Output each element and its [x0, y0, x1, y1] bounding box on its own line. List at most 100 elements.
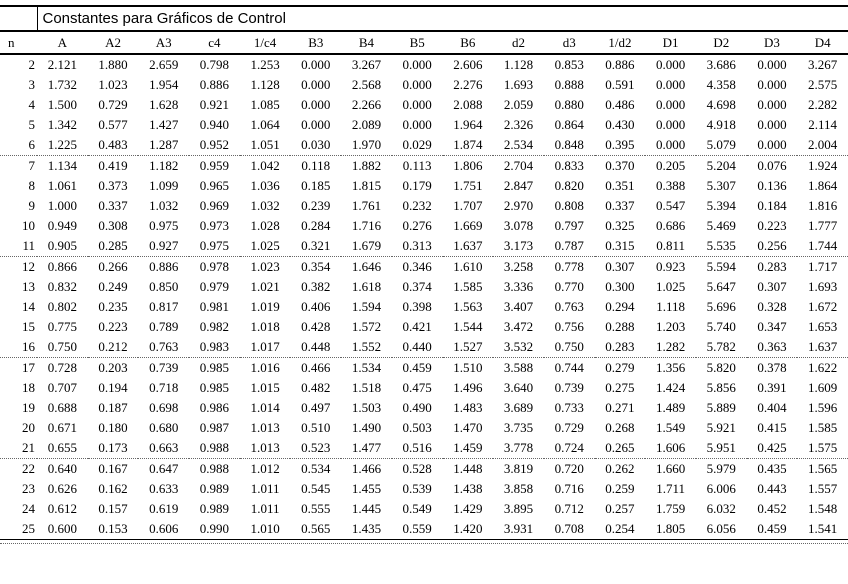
cell-B4: 1.572 — [351, 319, 382, 334]
cell-B5: 0.459 — [391, 357, 443, 378]
cell-A3: 0.633 — [149, 481, 179, 496]
table-row: 11 0.905 0.285 0.927 0.975 1.025 0.321 1.679 0.3… — [0, 236, 848, 257]
cell-d2: 3.588 — [493, 357, 544, 378]
cell-D2: 5.979 — [695, 458, 747, 479]
cell-1-c4: 1.051 — [250, 137, 280, 152]
cell-A2: 0.153 — [98, 521, 128, 536]
cell-D2: 5.951 — [706, 440, 736, 455]
cell-d3: 0.744 — [543, 357, 595, 378]
cell-c4: 0.988 — [199, 440, 230, 455]
cell-n: 12 — [0, 256, 37, 277]
table-row: 7 1.134 0.419 1.182 0.959 1.042 0.118 1.882 0.11… — [0, 155, 848, 176]
cell-c4: 0.921 — [199, 97, 230, 112]
cell-1-d2: 0.370 — [594, 155, 646, 176]
cell-c4: 0.989 — [199, 481, 230, 496]
cell-D1: 1.606 — [655, 440, 686, 455]
cell-A2: 0.285 — [98, 238, 128, 253]
column-header-d3: d3 — [543, 31, 595, 55]
cell-D2: 5.647 — [706, 279, 736, 294]
cell-D4: 1.585 — [808, 420, 838, 435]
cell-B3: 0.406 — [301, 299, 331, 314]
cell-B4: 1.618 — [351, 279, 382, 294]
cell-B5: 0.539 — [402, 481, 432, 496]
cell-D4: 1.557 — [808, 481, 838, 496]
cell-1-d2: 0.395 — [605, 137, 635, 152]
column-header-A3: A3 — [138, 31, 190, 55]
cell-B4: 1.534 — [341, 357, 392, 378]
cell-d2: 3.689 — [503, 400, 534, 415]
cell-A: 0.612 — [47, 501, 77, 516]
cell-D4: 1.653 — [808, 319, 838, 334]
cell-B6: 1.527 — [453, 339, 483, 354]
cell-B5: 0.000 — [402, 97, 432, 112]
cell-1-d2: 0.254 — [605, 521, 635, 536]
cell-D2: 5.889 — [706, 400, 736, 415]
cell-A2: 0.577 — [98, 117, 128, 132]
column-header-1-c4: 1/c4 — [239, 31, 291, 55]
title-spacer-cell — [0, 6, 38, 32]
cell-D1: 1.805 — [655, 521, 686, 536]
cell-D1: 0.000 — [655, 137, 686, 152]
cell-d2: 2.704 — [493, 155, 544, 176]
cell-1-c4: 1.015 — [250, 380, 280, 395]
cell-B3: 0.534 — [290, 458, 342, 479]
cell-D3: 0.347 — [757, 319, 787, 334]
cell-D3: 0.443 — [757, 481, 787, 496]
cell-D1: 0.547 — [655, 198, 686, 213]
column-header-d2: d2 — [493, 31, 544, 55]
table-row: 9 1.000 0.337 1.032 0.969 1.032 0.239 1.761 0.23… — [0, 196, 848, 216]
cell-D3: 0.378 — [746, 357, 798, 378]
cell-1-c4: 1.028 — [250, 218, 280, 233]
cell-A3: 1.954 — [149, 77, 179, 92]
cell-B3: 0.118 — [290, 155, 342, 176]
cell-A: 1.342 — [47, 117, 77, 132]
cell-D1: 1.424 — [655, 380, 686, 395]
cell-B4: 1.970 — [351, 137, 382, 152]
cell-B6: 1.429 — [453, 501, 483, 516]
cell-d2: 3.931 — [503, 521, 534, 536]
cell-B3: 0.482 — [301, 380, 331, 395]
cell-c4: 0.886 — [199, 77, 230, 92]
column-header-B5: B5 — [391, 31, 443, 55]
table-row: 23 0.626 0.162 0.633 0.989 1.011 0.545 1.455 0.5… — [0, 479, 848, 499]
cell-B4: 1.761 — [351, 198, 382, 213]
cell-1-d2: 0.265 — [605, 440, 635, 455]
cell-B6: 1.669 — [453, 218, 483, 233]
cell-B6: 1.420 — [453, 521, 483, 536]
cell-D1: 0.686 — [655, 218, 686, 233]
table-row: 15 0.775 0.223 0.789 0.982 1.018 0.428 1.572 0.4… — [0, 317, 848, 337]
cell-A2: 1.880 — [98, 57, 128, 72]
cell-A2: 0.203 — [87, 357, 139, 378]
cell-B5: 0.276 — [402, 218, 432, 233]
cell-D4: 2.114 — [808, 117, 838, 132]
cell-B4: 2.266 — [351, 97, 382, 112]
title-row: Constantes para Gráficos de Control — [0, 6, 848, 32]
cell-B6: 1.874 — [453, 137, 483, 152]
cell-A2: 0.223 — [98, 319, 128, 334]
cell-A3: 1.628 — [149, 97, 179, 112]
cell-D1: 0.205 — [645, 155, 696, 176]
cell-A3: 2.659 — [149, 57, 179, 72]
cell-1-d2: 0.300 — [605, 279, 635, 294]
cell-D4: 1.924 — [797, 155, 848, 176]
cell-D2: 5.782 — [706, 339, 736, 354]
cell-D2: 5.535 — [706, 238, 736, 253]
cell-c4: 0.988 — [189, 458, 240, 479]
cell-A: 1.000 — [47, 198, 77, 213]
cell-A2: 0.173 — [98, 440, 128, 455]
cell-D3: 0.307 — [757, 279, 787, 294]
cell-d3: 0.848 — [554, 137, 584, 152]
table-row: 2 2.121 1.880 2.659 0.798 1.253 0.000 3.267 0.00… — [0, 54, 848, 75]
cell-c4: 0.982 — [199, 319, 230, 334]
cell-B4: 1.435 — [351, 521, 382, 536]
page: Constantes para Gráficos de Control n A A2… — [0, 5, 848, 544]
cell-D1: 1.118 — [656, 299, 685, 314]
cell-d3: 0.729 — [554, 420, 584, 435]
cell-B3: 0.000 — [301, 57, 331, 72]
cell-d3: 0.797 — [554, 218, 584, 233]
cell-B3: 0.382 — [301, 279, 331, 294]
cell-B6: 2.606 — [453, 57, 483, 72]
cell-1-d2: 0.283 — [605, 339, 635, 354]
cell-A3: 0.619 — [149, 501, 179, 516]
cell-D2: 4.698 — [706, 97, 736, 112]
